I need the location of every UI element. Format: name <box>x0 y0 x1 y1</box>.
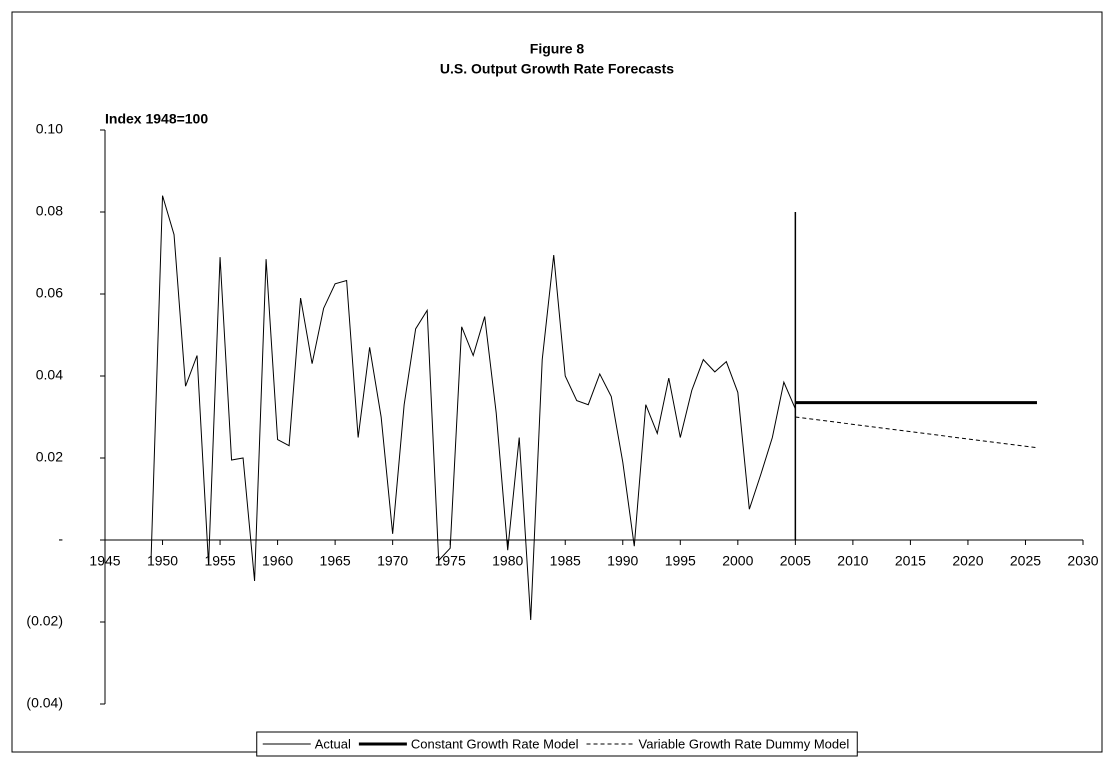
x-tick-label: 2000 <box>722 553 753 569</box>
x-tick-label: 1950 <box>147 553 178 569</box>
y-tick-label: 0.06 <box>36 285 63 301</box>
x-tick-label: 1955 <box>204 553 235 569</box>
x-tick-label: 2020 <box>952 553 983 569</box>
legend: Actual Constant Growth Rate Model Variable… <box>256 731 858 757</box>
x-tick-label: 1975 <box>435 553 466 569</box>
chart-subtitle: U.S. Output Growth Rate Forecasts <box>440 61 674 77</box>
legend-label: Variable Growth Rate Dummy Model <box>639 736 850 751</box>
chart-title: Figure 8 <box>530 41 585 57</box>
x-tick-label: 1960 <box>262 553 293 569</box>
x-tick-label: 1990 <box>607 553 638 569</box>
x-tick-label: 2025 <box>1010 553 1041 569</box>
x-tick-label: 1995 <box>665 553 696 569</box>
y-tick-label: 0.08 <box>36 203 63 219</box>
y-tick-label: - <box>58 531 63 547</box>
x-tick-label: 2030 <box>1067 553 1098 569</box>
x-tick-label: 1965 <box>320 553 351 569</box>
y-tick-label: 0.04 <box>36 367 63 383</box>
x-tick-label: 2015 <box>895 553 926 569</box>
x-tick-label: 1980 <box>492 553 523 569</box>
x-tick-label: 2005 <box>780 553 811 569</box>
series-line <box>795 416 1038 449</box>
y-tick-label: (0.04) <box>26 695 63 711</box>
x-tick-label: 1945 <box>89 553 120 569</box>
annotation: Index 1948=100 <box>105 111 208 127</box>
y-tick-label: (0.02) <box>26 613 63 629</box>
x-tick-label: 2010 <box>837 553 868 569</box>
legend-label: Actual <box>315 736 351 751</box>
y-tick-label: 0.02 <box>36 449 63 465</box>
y-tick-label: 0.10 <box>36 121 63 137</box>
series-line <box>150 195 796 620</box>
x-tick-label: 1970 <box>377 553 408 569</box>
x-tick-label: 1985 <box>550 553 581 569</box>
chart-frame <box>11 11 1103 753</box>
legend-label: Constant Growth Rate Model <box>411 736 579 751</box>
legend-box <box>256 731 858 757</box>
